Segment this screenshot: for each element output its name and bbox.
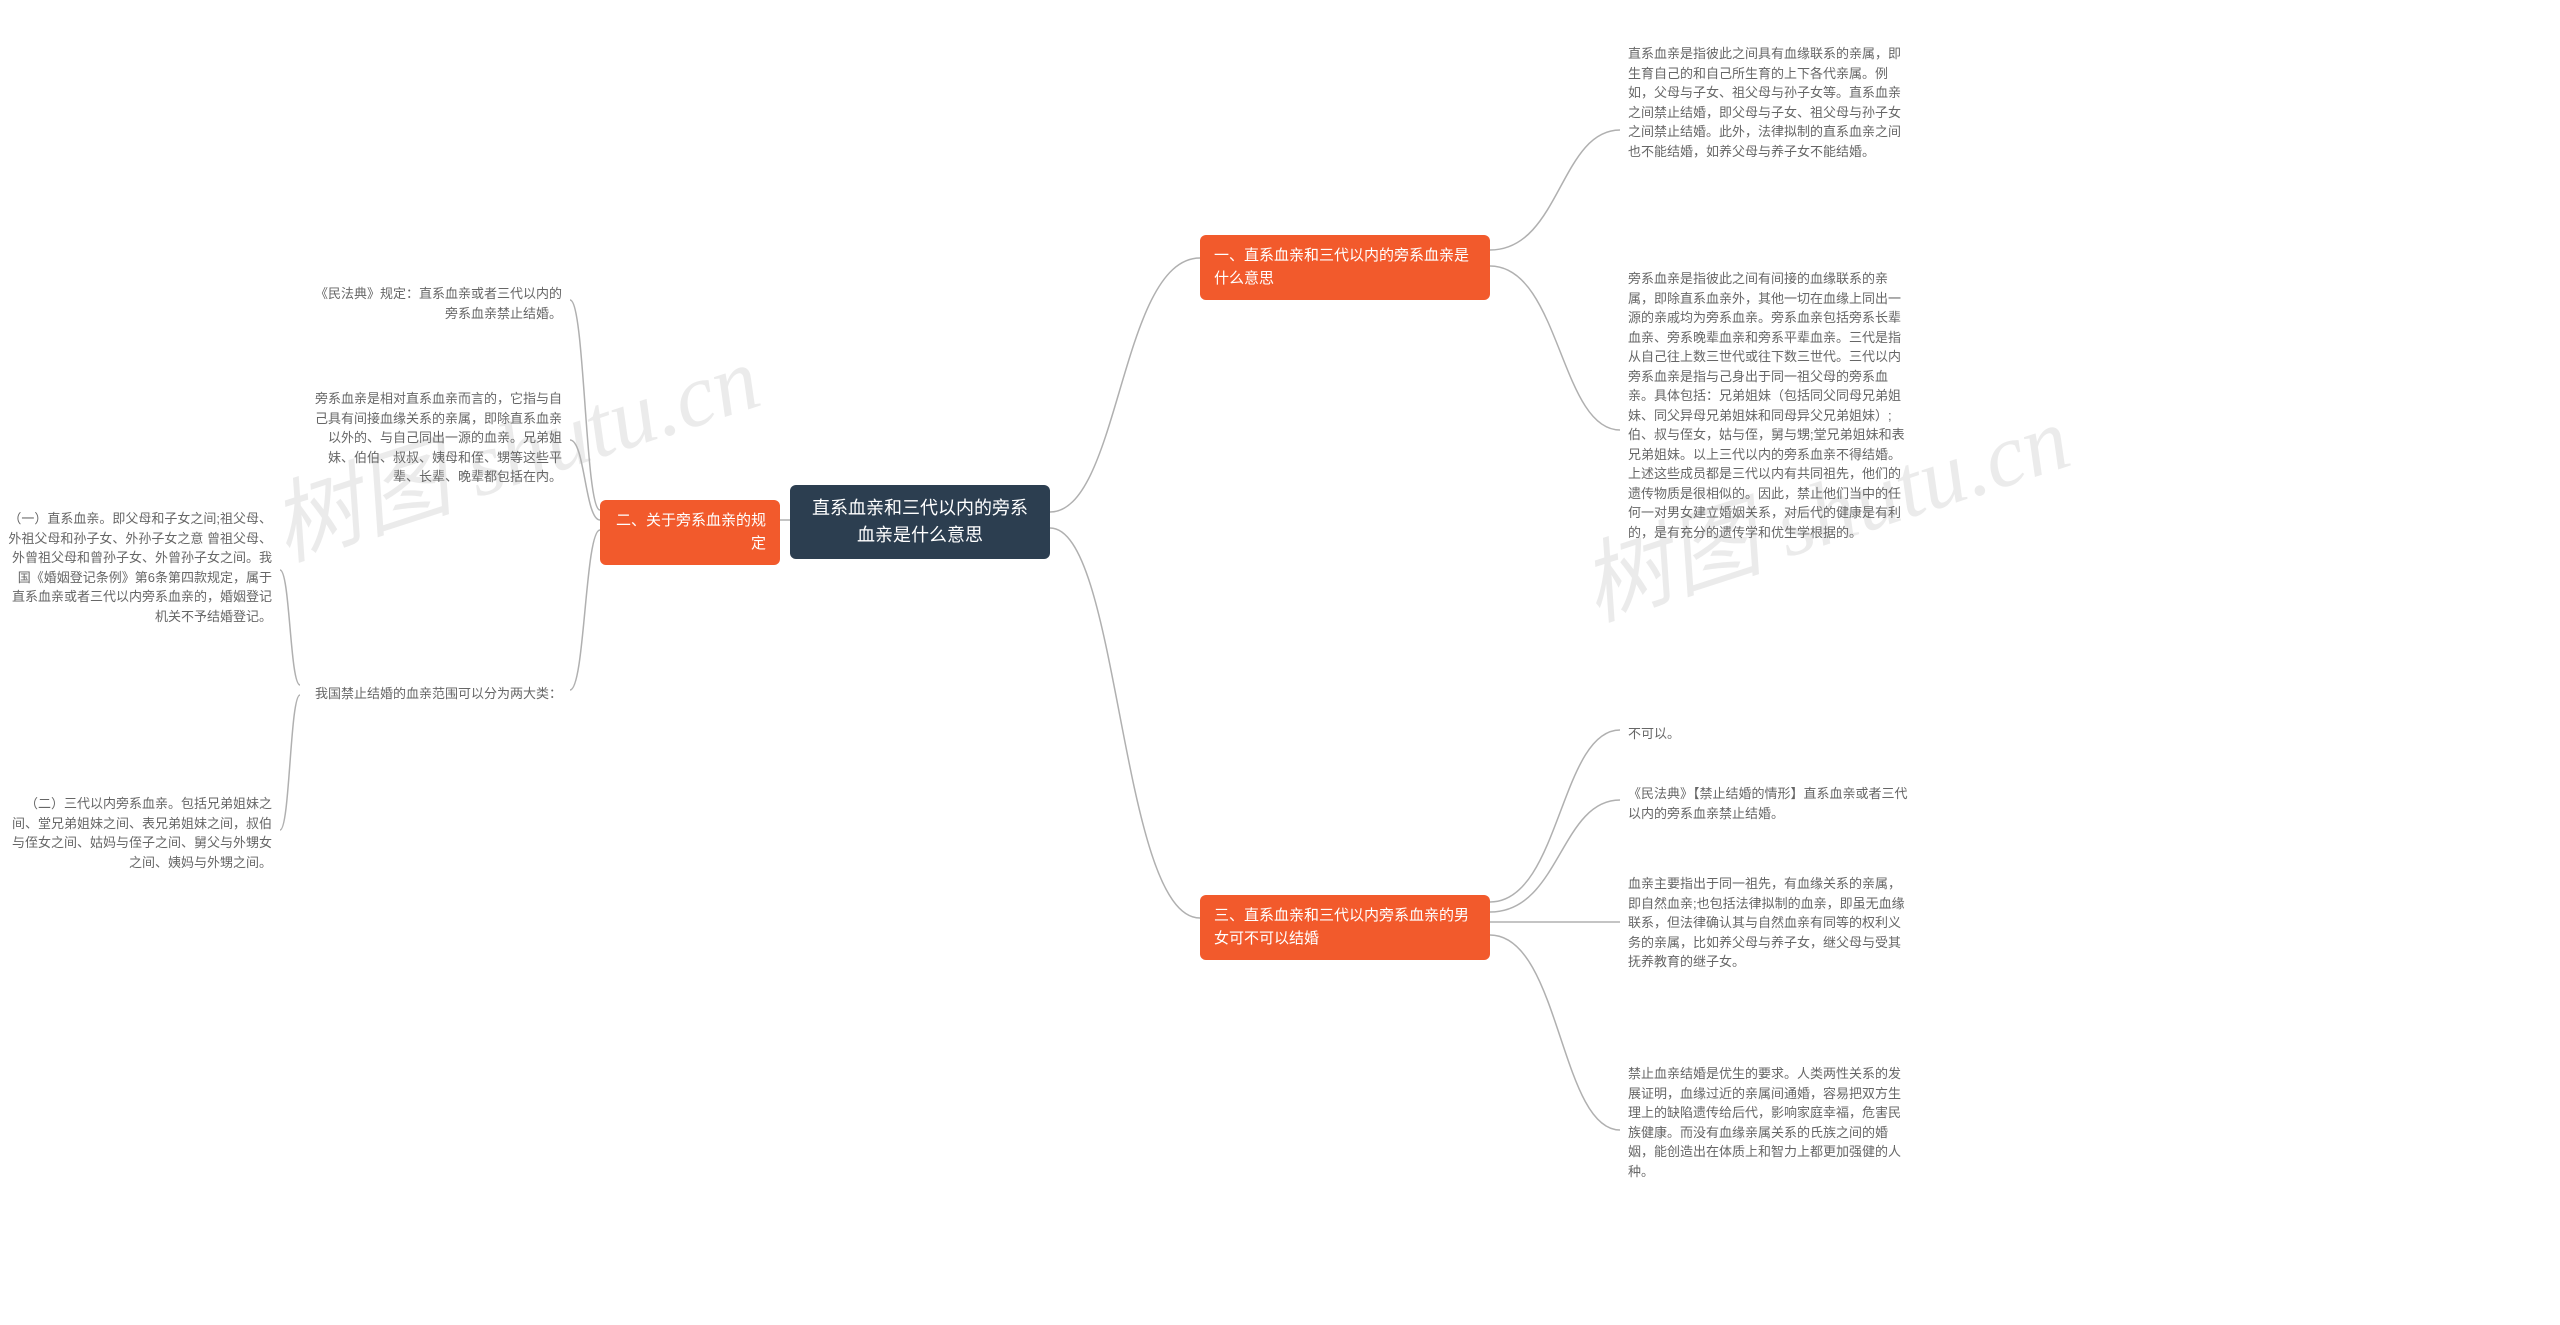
branch-two-leaf-b: 旁系血亲是相对直系血亲而言的，它指与自己具有间接血缘关系的亲属，即除直系血亲以外… [300, 385, 570, 491]
branch-one-leaf-b: 旁系血亲是指彼此之间有间接的血缘联系的亲属，即除直系血亲外，其他一切在血缘上同出… [1620, 265, 1920, 546]
branch-two-leaf-c-sub1: （一）直系血亲。即父母和子女之间;祖父母、外祖父母和孙子女、外孙子女之意 曾祖父… [0, 505, 280, 630]
branch-three-leaf-d: 禁止血亲结婚是优生的要求。人类两性关系的发展证明，血缘过近的亲属间通婚，容易把双… [1620, 1060, 1920, 1185]
branch-two-leaf-c: 我国禁止结婚的血亲范围可以分为两大类： [300, 680, 570, 708]
branch-one: 一、直系血亲和三代以内的旁系血亲是什么意思 [1200, 235, 1490, 300]
connector-lines [0, 0, 2560, 1325]
branch-one-leaf-a: 直系血亲是指彼此之间具有血缘联系的亲属，即生育自己的和自己所生育的上下各代亲属。… [1620, 40, 1920, 165]
branch-two-leaf-c-sub2: （二）三代以内旁系血亲。包括兄弟姐妹之间、堂兄弟姐妹之间、表兄弟姐妹之间，叔伯与… [0, 790, 280, 876]
branch-three-leaf-a: 不可以。 [1620, 720, 1920, 748]
root-node: 直系血亲和三代以内的旁系血亲是什么意思 [790, 485, 1050, 559]
branch-two-leaf-a: 《民法典》规定：直系血亲或者三代以内的旁系血亲禁止结婚。 [300, 280, 570, 327]
branch-two: 二、关于旁系血亲的规定 [600, 500, 780, 565]
branch-three-leaf-b: 《民法典》【禁止结婚的情形】直系血亲或者三代以内的旁系血亲禁止结婚。 [1620, 780, 1920, 827]
branch-three: 三、直系血亲和三代以内旁系血亲的男女可不可以结婚 [1200, 895, 1490, 960]
branch-three-leaf-c: 血亲主要指出于同一祖先，有血缘关系的亲属，即自然血亲;也包括法律拟制的血亲，即虽… [1620, 870, 1920, 976]
